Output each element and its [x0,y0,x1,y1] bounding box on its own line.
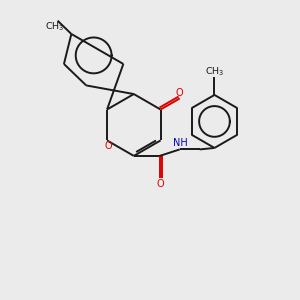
Text: CH$_3$: CH$_3$ [205,66,224,78]
Text: NH: NH [173,138,188,148]
Text: O: O [105,141,112,151]
Text: O: O [156,179,164,189]
Text: CH$_3$: CH$_3$ [46,20,65,33]
Text: O: O [175,88,183,98]
